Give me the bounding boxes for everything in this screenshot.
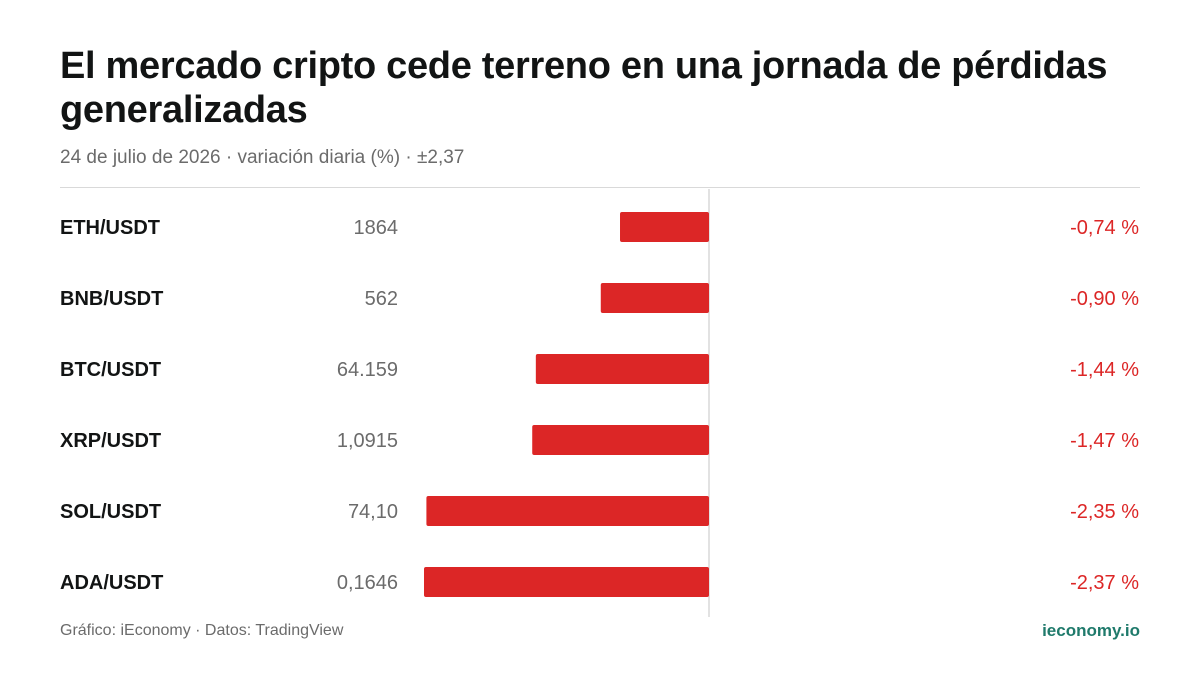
value-label: -1,47 %	[1070, 430, 1139, 452]
value-label: -1,44 %	[1070, 359, 1139, 381]
value-label: -2,35 %	[1070, 501, 1139, 523]
source-credit: Gráfico: iEconomy · Datos: TradingView	[60, 622, 344, 639]
bar	[620, 212, 709, 242]
category-label: BNB/USDT	[60, 288, 163, 310]
bar	[424, 567, 709, 597]
category-label: XRP/USDT	[60, 430, 161, 452]
value-label: -2,37 %	[1070, 572, 1139, 594]
category-label: ETH/USDT	[60, 217, 160, 239]
price-label: 64.159	[337, 359, 398, 381]
category-label: BTC/USDT	[60, 359, 161, 381]
chart-subtitle: 24 de julio de 2026 · variación diaria (…	[60, 147, 465, 168]
category-label: ADA/USDT	[60, 572, 163, 594]
bar	[535, 354, 709, 384]
price-label: 74,10	[348, 501, 398, 523]
price-label: 1864	[354, 217, 399, 239]
value-label: -0,74 %	[1070, 217, 1139, 239]
header-divider	[60, 187, 1140, 188]
bar	[532, 425, 709, 455]
price-label: 562	[365, 288, 398, 310]
bar	[600, 283, 709, 313]
chart-title: El mercado cripto cede terreno en una jo…	[60, 45, 1108, 131]
value-label: -0,90 %	[1070, 288, 1139, 310]
price-label: 0,1646	[337, 572, 398, 594]
price-label: 1,0915	[337, 430, 398, 452]
bar	[426, 496, 709, 526]
category-label: SOL/USDT	[60, 501, 161, 523]
brand-link[interactable]: ieconomy.io	[1042, 621, 1140, 640]
